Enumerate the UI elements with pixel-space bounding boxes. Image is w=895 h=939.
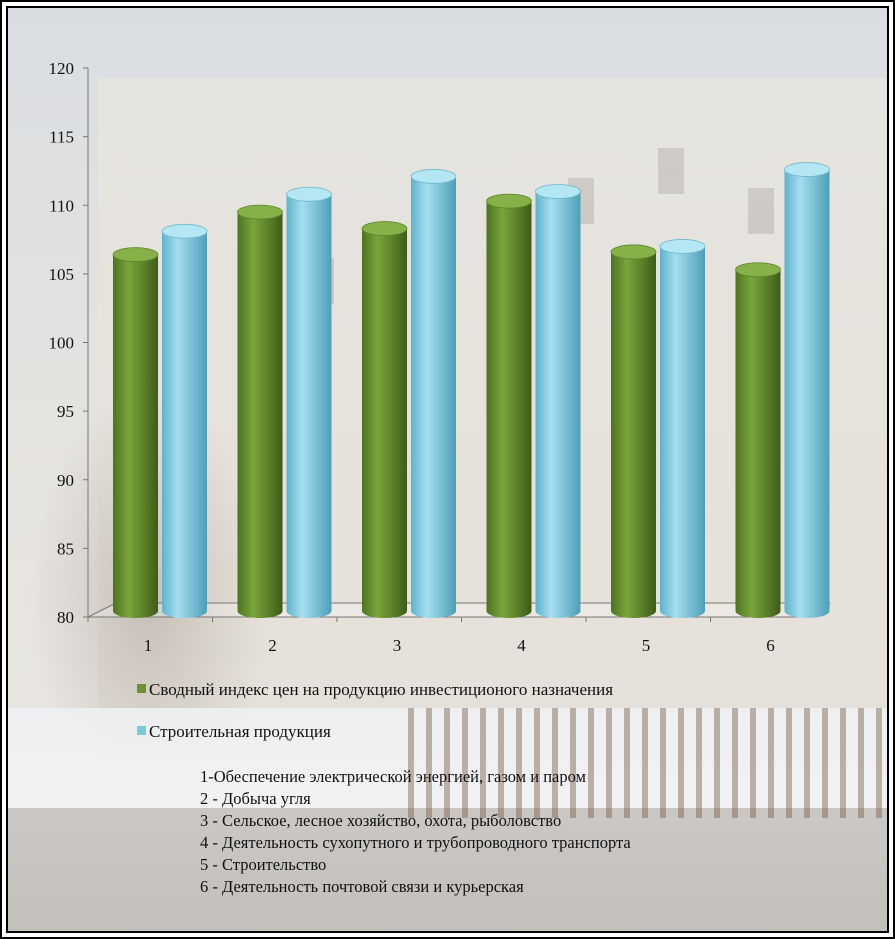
legend-item-series-2: Строительная продукция [137,722,331,742]
x-tick-label: 2 [268,636,277,655]
fence [408,708,887,818]
bar-green-5 [610,244,657,619]
y-tick-label: 95 [57,402,74,421]
bar-blue-2 [286,186,332,619]
bar-green-3 [361,221,408,619]
y-tick-label: 120 [49,59,75,78]
legend-swatch-blue [137,726,146,735]
category-notes: 1-Обеспечение электрической энергией, га… [200,766,631,898]
y-tick-label: 100 [49,334,75,353]
category-note: 1-Обеспечение электрической энергией, га… [200,767,586,786]
bar-blue-4 [535,184,581,619]
window-shape [658,148,684,194]
category-note: 2 - Добыча угля [200,789,311,808]
bar-green-4 [486,193,532,619]
y-tick-label: 80 [57,608,74,627]
legend-label-series-2: Строительная продукция [149,722,331,741]
x-tick-label: 6 [766,636,775,655]
x-tick-label: 4 [517,636,526,655]
x-tick-label: 3 [393,636,402,655]
y-tick-label: 85 [57,539,74,558]
x-tick-label: 1 [144,636,153,655]
category-note: 6 - Деятельность почтовой связи и курьер… [200,877,524,896]
legend-item-series-1: Сводный индекс цен на продукцию инвестиц… [137,680,613,700]
y-tick-label: 105 [49,265,75,284]
bar-green-6 [735,262,781,619]
y-tick-label: 110 [49,196,74,215]
window-shape [748,188,774,234]
bars [112,162,830,619]
bar-blue-5 [659,239,706,619]
category-note: 5 - Строительство [200,855,327,874]
category-note: 3 - Сельское, лесное хозяйство, охота, р… [200,811,562,830]
x-tick-label: 5 [642,636,651,655]
road [8,808,887,931]
category-note: 4 - Деятельность сухопутного и трубопров… [200,833,631,852]
bar-green-2 [237,204,283,619]
y-tick-label: 90 [57,471,74,490]
bar-blue-1 [161,223,208,618]
bar-blue-3 [410,169,457,619]
legend-label-series-1: Сводный индекс цен на продукцию инвестиц… [149,680,614,699]
bar-blue-6 [784,162,830,619]
legend-swatch-green [137,684,146,693]
bar-green-1 [112,247,159,619]
y-tick-label: 115 [49,128,74,147]
